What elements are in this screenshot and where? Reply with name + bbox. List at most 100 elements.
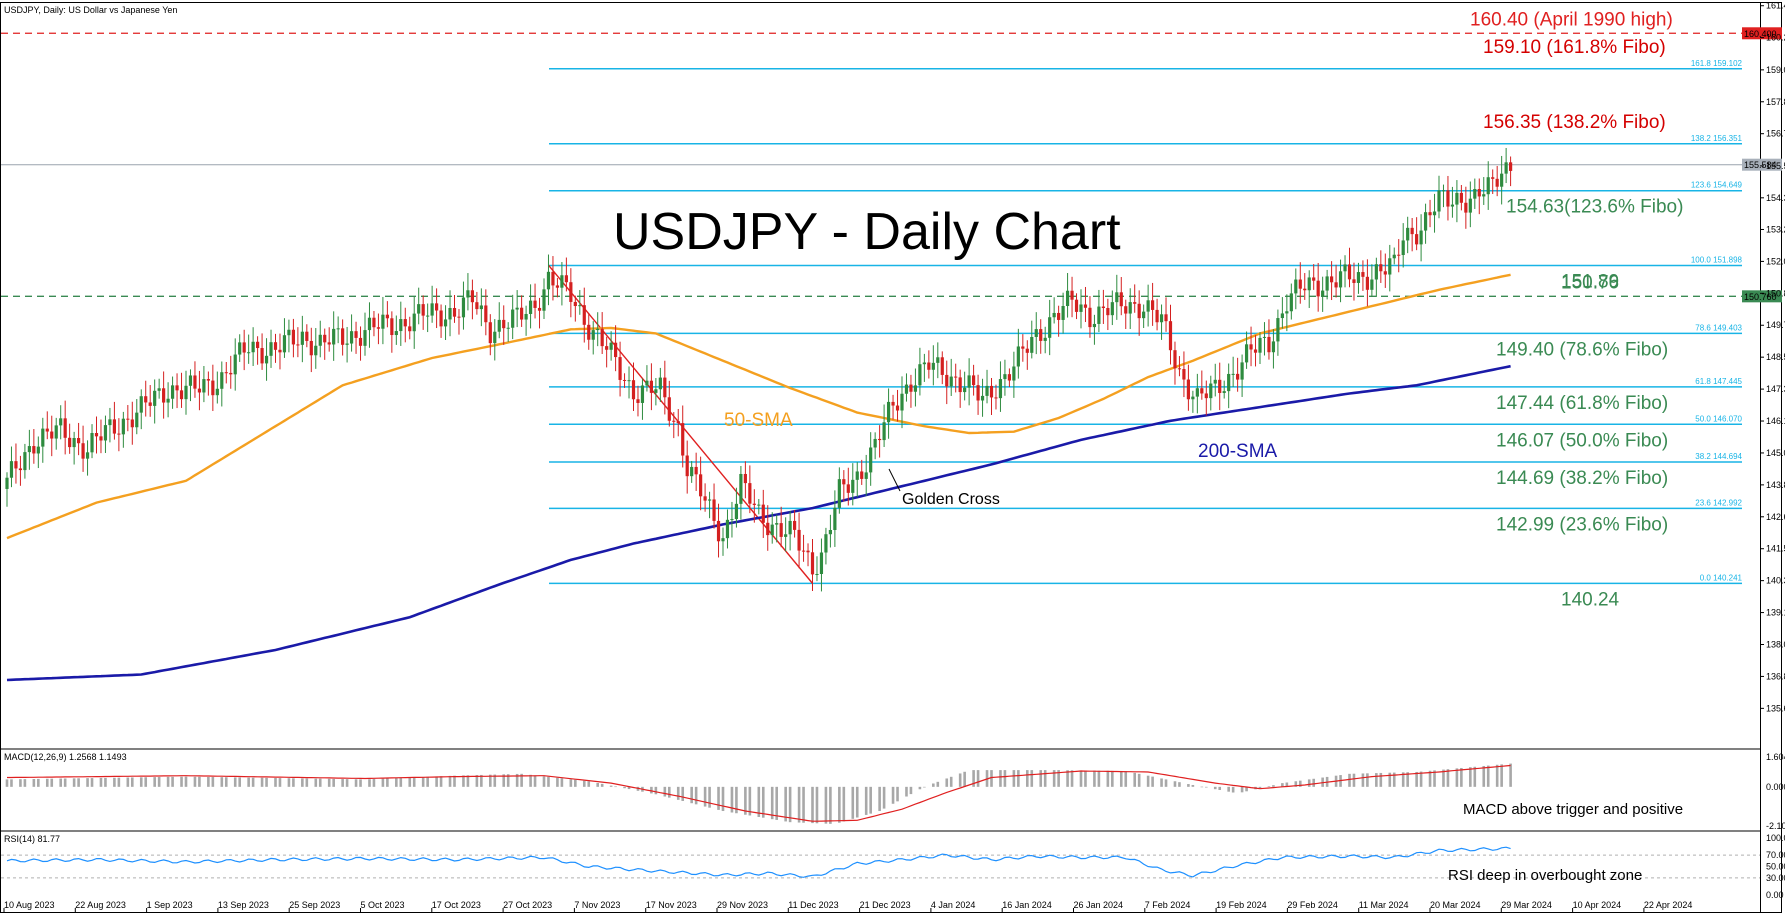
macd-bar-333 [1495, 764, 1499, 787]
candle-body-209 [940, 357, 944, 375]
macd-bar-175 [788, 786, 792, 823]
y-tick-22: 135.660 [1766, 703, 1785, 713]
candle-body-108 [488, 322, 492, 344]
hline-box-label-1: 150.760 [1744, 292, 1777, 302]
candle-body-213 [958, 377, 962, 393]
macd-bar-64 [292, 778, 295, 787]
y-tick-17: 141.510 [1766, 544, 1785, 554]
macd-bar-96 [435, 776, 438, 787]
candle-body-77 [349, 331, 354, 344]
candle-body-63 [287, 329, 291, 336]
macd-bar-87 [395, 778, 398, 787]
macd-bar-232 [1043, 770, 1047, 787]
candle-body-318 [1428, 212, 1432, 216]
macd-bar-261 [1173, 781, 1177, 787]
x-tick-10: 29 Nov 2023 [717, 900, 768, 910]
candle-body-124 [560, 275, 564, 288]
candle-body-89 [403, 319, 407, 327]
candle-body-145 [654, 389, 658, 393]
candle-body-61 [278, 349, 282, 353]
candle-body-185 [833, 507, 837, 531]
macd-bar-153 [690, 786, 693, 804]
candle-body-176 [793, 520, 797, 530]
macd-bar-147 [663, 786, 667, 797]
macd-bar-195 [878, 786, 881, 812]
macd-bar-57 [260, 777, 264, 787]
candle-body-86 [390, 318, 394, 336]
candle-body-238 [1070, 290, 1074, 300]
hline-label-1: 150.76 [1561, 272, 1619, 293]
macd-bar-228 [1026, 770, 1029, 787]
x-tick-16: 7 Feb 2024 [1145, 900, 1191, 910]
candle-body-72 [327, 342, 331, 345]
candle-body-188 [846, 484, 850, 493]
candle-body-226 [1016, 346, 1020, 367]
macd-bar-150 [676, 786, 680, 800]
fibo-tag-1: 138.2 156.351 [1691, 134, 1743, 143]
candle-body-164 [739, 473, 743, 504]
macd-bar-33 [153, 777, 156, 787]
macd-bar-171 [770, 786, 774, 820]
candle-body-23 [108, 419, 112, 426]
candle-body-262 [1177, 368, 1182, 370]
macd-bar-19 [90, 778, 94, 787]
macd-bar-300 [1348, 773, 1351, 787]
macd-bar-163 [735, 786, 738, 814]
macd-bar-46 [211, 777, 215, 787]
macd-bar-70 [318, 778, 322, 787]
rsi-title: RSI(14) 81.77 [4, 834, 60, 844]
fibo-label-5: 147.44 (61.8% Fibo) [1496, 393, 1668, 414]
x-tick-15: 26 Jan 2024 [1074, 900, 1124, 910]
candle-body-162 [730, 519, 734, 521]
candle-body-223 [1003, 374, 1007, 380]
macd-bar-315 [1415, 771, 1418, 787]
macd-bar-118 [533, 775, 537, 787]
candle-body-323 [1450, 204, 1455, 207]
macd-bar-309 [1388, 772, 1392, 787]
macd-bar-252 [1133, 772, 1136, 787]
macd-bar-22 [104, 777, 107, 787]
x-tick-0: 10 Aug 2023 [4, 900, 55, 910]
macd-bar-217 [976, 770, 980, 787]
candle-body-282 [1267, 336, 1271, 353]
candle-body-287 [1289, 293, 1293, 312]
y-tick-21: 136.830 [1766, 671, 1785, 681]
macd-bar-3 [19, 779, 22, 787]
macd-bar-262 [1178, 782, 1181, 787]
candle-body-278 [1249, 344, 1253, 350]
macd-bar-271 [1218, 786, 1222, 791]
candle-body-272 [1222, 391, 1226, 393]
candle-body-194 [873, 438, 877, 448]
macd-bar-274 [1231, 786, 1235, 793]
candle-body-154 [694, 466, 698, 475]
macd-bar-157 [708, 786, 711, 808]
candle-body-22 [103, 425, 108, 441]
macd-bar-93 [421, 776, 425, 787]
macd-bar-307 [1379, 772, 1383, 787]
candle-body-315 [1415, 234, 1419, 245]
candle-body-16 [77, 438, 81, 444]
y-tick-11: 148.530 [1766, 352, 1785, 362]
macd-bar-124 [560, 778, 564, 787]
macd-bar-166 [748, 786, 752, 816]
candle-body-187 [842, 479, 846, 485]
candle-body-71 [323, 334, 327, 343]
candle-body-320 [1437, 190, 1441, 212]
y-tick-5: 155.540 [1766, 161, 1785, 171]
candle-body-219 [985, 385, 989, 396]
candle-body-47 [215, 388, 219, 396]
candle-body-231 [1039, 329, 1043, 341]
x-tick-22: 10 Apr 2024 [1573, 900, 1622, 910]
macd-bar-10 [50, 778, 54, 787]
macd-bar-13 [63, 778, 67, 787]
y-tick-9: 150.870 [1766, 288, 1785, 298]
candle-body-211 [949, 376, 953, 387]
macd-bar-190 [855, 786, 859, 818]
candle-body-242 [1088, 307, 1092, 328]
candle-body-214 [963, 387, 967, 393]
candle-body-151 [681, 423, 685, 456]
candle-body-141 [636, 399, 640, 403]
candle-body-87 [394, 331, 398, 336]
candle-body-260 [1168, 321, 1173, 351]
candle-body-132 [596, 328, 600, 331]
